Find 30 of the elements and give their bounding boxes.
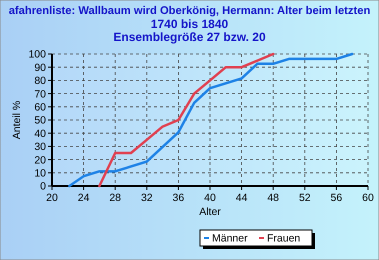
x-axis-title: Alter	[199, 206, 222, 218]
x-tick-label: 32	[140, 192, 153, 204]
y-tick-label: 10	[34, 167, 46, 180]
line-series	[98, 52, 274, 188]
x-tick-label: 36	[172, 192, 184, 204]
legend-label: Männer	[212, 232, 248, 245]
x-tick-label: 52	[298, 192, 311, 204]
line-series	[68, 52, 354, 188]
x-tick-label: 60	[362, 192, 374, 204]
x-tick-label: 20	[46, 192, 58, 204]
y-tick-label: 70	[34, 88, 46, 100]
y-axis-title: Anteil %	[11, 100, 23, 140]
x-tick-label: 28	[109, 192, 122, 204]
y-tick-label: 0	[40, 180, 46, 193]
chart-title: afahrenliste: Wallbaum wird Oberkönig, Hermann: Alter beim letzten	[8, 5, 370, 17]
x-tick-label: 48	[267, 192, 280, 204]
x-tick-label: 40	[204, 192, 216, 204]
y-tick-label: 30	[34, 141, 46, 154]
x-tick-label: 44	[236, 192, 248, 204]
y-tick-label: 40	[34, 128, 46, 140]
legend-label: Frauen	[267, 232, 300, 245]
y-tick-label: 20	[34, 154, 46, 166]
y-tick-label: 90	[34, 62, 46, 74]
x-tick-label: 24	[78, 192, 90, 204]
x-tick-label: 56	[330, 192, 342, 204]
chart-subtitle: 1740 bis 1840 Ensemblegröße 27 bzw. 20	[113, 17, 266, 44]
y-tick-label: 60	[34, 101, 46, 114]
y-tick-label: 80	[34, 75, 46, 88]
y-tick-label: 50	[34, 114, 46, 127]
y-tick-label: 100	[28, 48, 46, 61]
